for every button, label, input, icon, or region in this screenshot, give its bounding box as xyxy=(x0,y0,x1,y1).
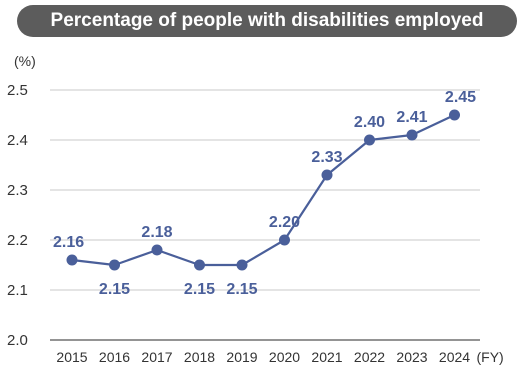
data-point xyxy=(194,259,205,271)
x-tick-label: 2016 xyxy=(99,349,130,365)
y-tick-label: 2.3 xyxy=(7,182,28,199)
data-label: 2.45 xyxy=(445,89,476,106)
x-tick-label: 2017 xyxy=(141,349,172,365)
grid-lines xyxy=(50,89,480,341)
y-tick-label: 2.2 xyxy=(7,232,28,249)
x-tick-label: 2021 xyxy=(311,349,342,365)
y-tick-label: 2.0 xyxy=(7,332,28,349)
data-label: 2.33 xyxy=(311,149,342,166)
x-tick-label: 2024 xyxy=(439,349,470,365)
data-label: 2.15 xyxy=(226,281,257,298)
data-label: 2.15 xyxy=(184,281,215,298)
y-tick-label: 2.1 xyxy=(7,282,28,299)
data-point xyxy=(151,244,163,256)
data-point xyxy=(321,169,333,181)
x-tick-label: 2020 xyxy=(269,349,300,365)
y-axis-unit-label: (%) xyxy=(14,53,36,69)
data-point xyxy=(236,259,248,271)
data-label: 2.18 xyxy=(141,224,172,241)
y-tick-label: 2.4 xyxy=(7,132,28,149)
x-tick-label: 2018 xyxy=(184,349,215,365)
data-label: 2.41 xyxy=(396,109,427,126)
series-employment-rate xyxy=(66,109,460,271)
y-axis: 2.0 2.1 2.2 2.3 2.4 2.5 xyxy=(7,82,28,349)
data-label: 2.40 xyxy=(354,114,385,131)
data-point xyxy=(364,134,375,146)
data-label: 2.16 xyxy=(53,234,84,251)
data-point xyxy=(449,109,460,121)
data-point xyxy=(406,129,418,141)
data-label: 2.15 xyxy=(99,281,130,298)
data-label: 2.20 xyxy=(269,214,300,231)
x-tick-label: 2015 xyxy=(56,349,87,365)
data-labels: 2.16 2.15 2.18 2.15 2.15 2.20 2.33 2.40 2.41 2.45 xyxy=(53,89,476,298)
x-tick-label: 2022 xyxy=(354,349,385,365)
chart-title: Percentage of people with disabilities e… xyxy=(17,5,517,37)
data-point xyxy=(109,259,120,271)
x-tick-label: 2019 xyxy=(226,349,257,365)
series-line xyxy=(71,114,455,267)
y-tick-label: 2.5 xyxy=(7,82,28,99)
x-axis-unit-label: (FY) xyxy=(477,349,504,365)
data-point xyxy=(66,254,78,266)
x-tick-label: 2023 xyxy=(396,349,427,365)
x-axis: 2015 2016 2017 2018 2019 2020 2021 2022 2023 2024 xyxy=(56,349,470,365)
data-point xyxy=(279,234,290,246)
